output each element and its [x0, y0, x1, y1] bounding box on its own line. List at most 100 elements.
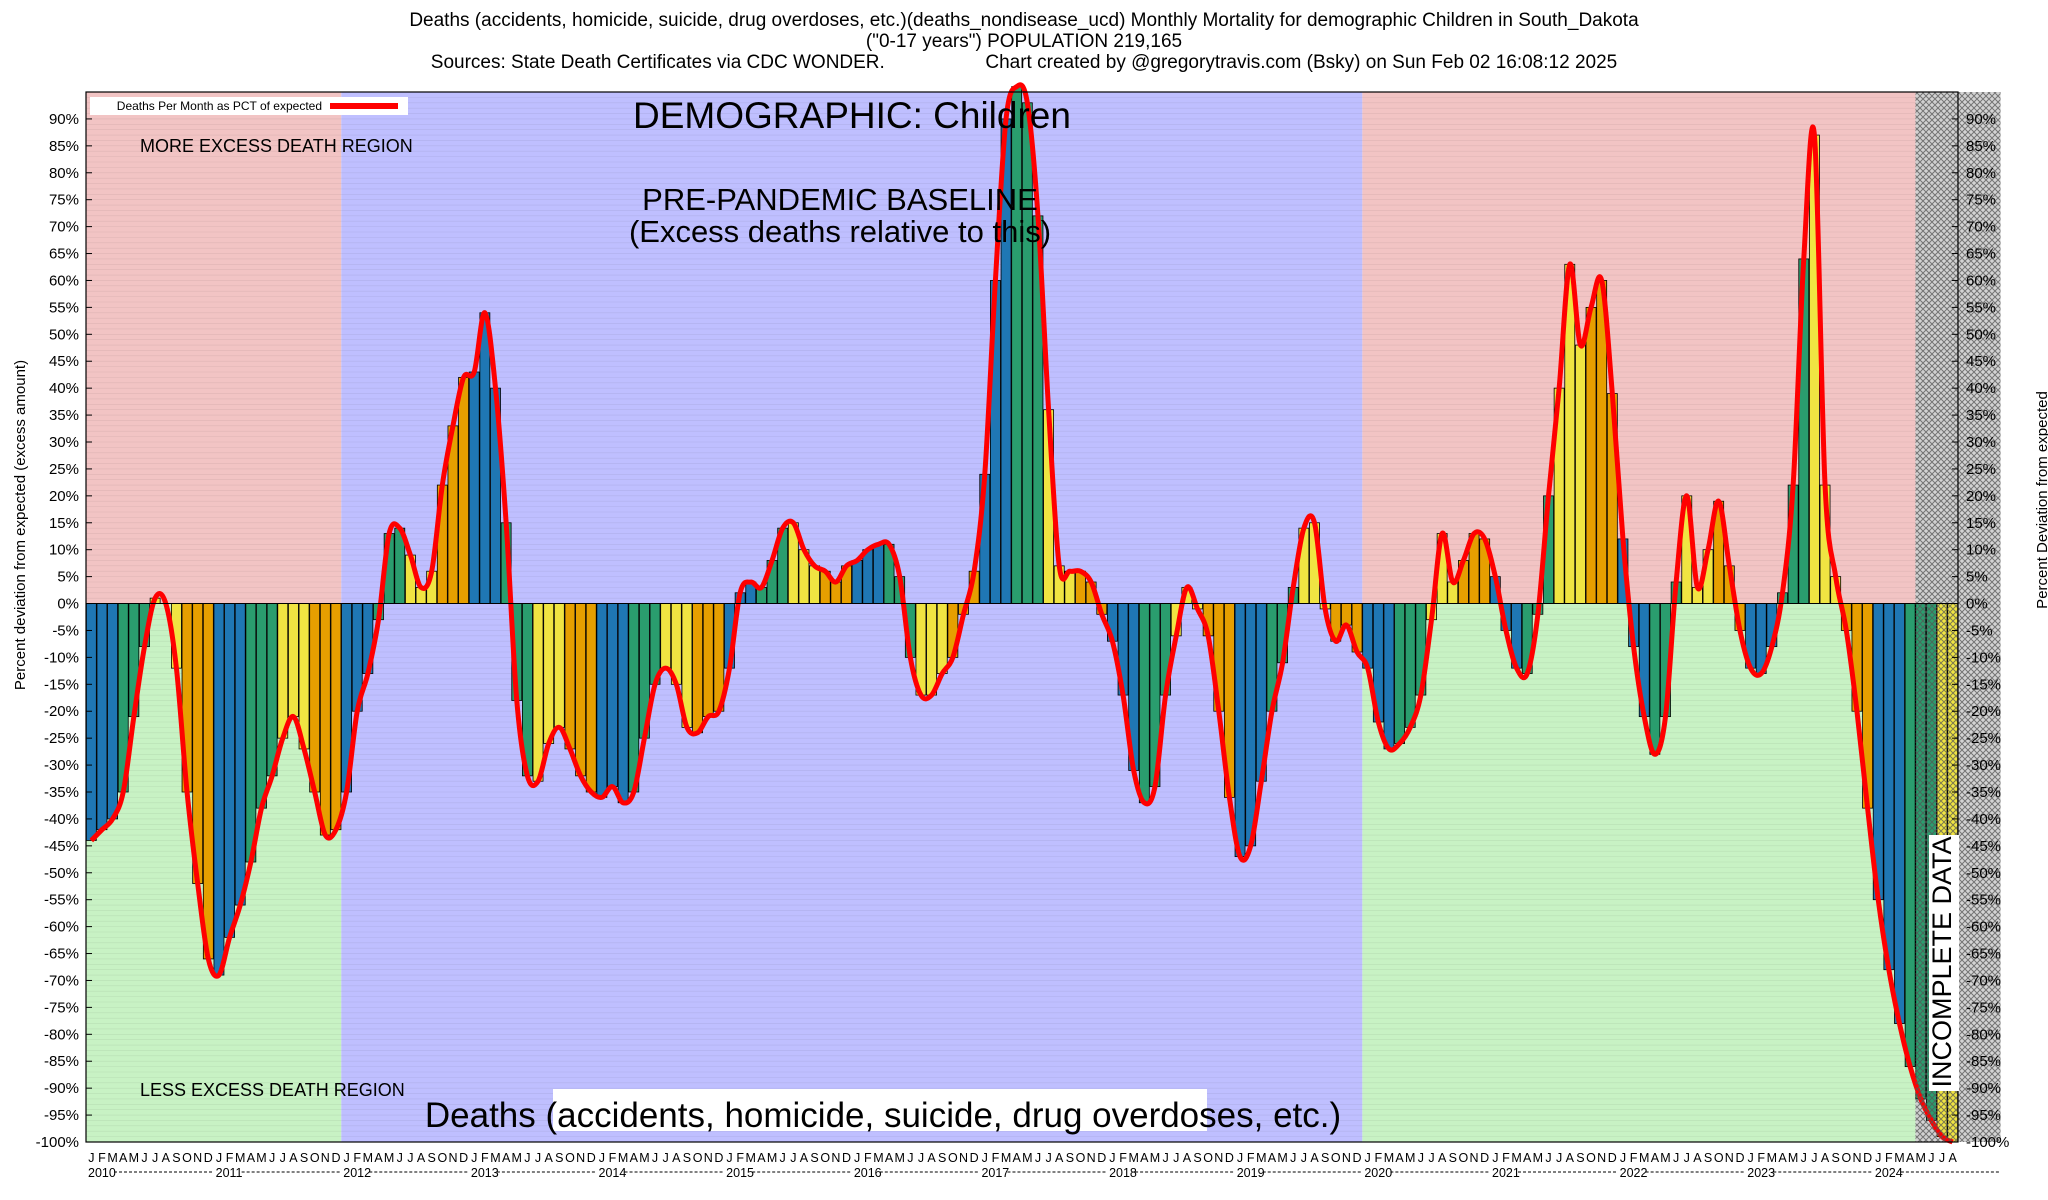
- x-tick-month: O: [820, 1151, 830, 1165]
- bar: [596, 603, 608, 798]
- y-tick-label-left: -80%: [44, 1026, 79, 1043]
- y-tick-label-right: 65%: [1966, 246, 1996, 263]
- x-tick-month: S: [683, 1151, 691, 1165]
- bar: [479, 312, 491, 604]
- y-tick-label-left: -15%: [44, 676, 79, 693]
- x-tick-month: M: [1894, 1151, 1904, 1165]
- x-tick-month: N: [704, 1151, 713, 1165]
- x-tick-month: J: [1684, 1151, 1690, 1165]
- x-tick-month: A: [1949, 1151, 1958, 1165]
- bar: [96, 603, 108, 831]
- x-tick-year: 2020: [1364, 1166, 1392, 1180]
- y-tick-label-left: 20%: [49, 488, 79, 505]
- x-tick-month: J: [1939, 1151, 1945, 1165]
- bar: [319, 603, 331, 836]
- x-tick-month: J: [1492, 1151, 1498, 1165]
- annotations: Deaths Per Month as PCT of expected DEMOG…: [90, 95, 1959, 1135]
- x-tick-month: D: [331, 1151, 340, 1165]
- y-tick-label-left: -25%: [44, 730, 79, 747]
- y-tick-label-right: 20%: [1966, 488, 1996, 505]
- y-tick-label-left: -45%: [44, 838, 79, 855]
- x-tick-month: J: [141, 1151, 147, 1165]
- x-tick-month: D: [1608, 1151, 1617, 1165]
- y-tick-label-right: -10%: [1966, 649, 2001, 666]
- x-tick-year: 2010: [88, 1166, 116, 1180]
- incomplete-label-box: [1929, 835, 1959, 1091]
- bar: [1394, 603, 1405, 744]
- x-tick-month: F: [1247, 1151, 1255, 1165]
- bar: [1649, 603, 1661, 755]
- x-tick-month: A: [800, 1151, 809, 1165]
- bar: [288, 603, 299, 718]
- bar: [458, 376, 469, 604]
- bar: [1447, 581, 1459, 604]
- x-tick-month: F: [864, 1151, 872, 1165]
- x-tick-year: 2022: [1620, 1166, 1648, 1180]
- bar: [809, 565, 820, 604]
- bar: [1894, 603, 1905, 1024]
- bar: [532, 603, 544, 782]
- bar: [1585, 306, 1597, 604]
- x-tick-month: O: [948, 1151, 958, 1165]
- x-tick-month: M: [1150, 1151, 1160, 1165]
- x-tick-month: J: [652, 1151, 658, 1165]
- x-tick-month: N: [1342, 1151, 1351, 1165]
- x-tick-month: S: [172, 1151, 180, 1165]
- y-tick-label-right: -65%: [1966, 946, 2001, 963]
- x-tick-month: J: [726, 1151, 732, 1165]
- annotation-less-excess: LESS EXCESS DEATH REGION: [140, 1080, 405, 1100]
- chart-source: Sources: State Death Certificates via CD…: [430, 52, 885, 73]
- x-tick-month: A: [374, 1151, 383, 1165]
- x-tick-month: A: [1566, 1151, 1575, 1165]
- y-tick-label-left: -95%: [44, 1107, 79, 1124]
- y-tick-label-left: -85%: [44, 1053, 79, 1070]
- x-tick-month: S: [938, 1151, 946, 1165]
- y-tick-label-right: -60%: [1966, 919, 2001, 936]
- x-tick-month: N: [321, 1151, 330, 1165]
- bar: [277, 603, 289, 739]
- y-tick-label-left: 50%: [49, 326, 79, 343]
- x-tick-month: A: [1310, 1151, 1319, 1165]
- bar: [1245, 603, 1257, 847]
- x-tick-month: O: [1331, 1151, 1341, 1165]
- bar: [575, 603, 586, 777]
- bar: [862, 549, 874, 604]
- y-tick-label-left: -60%: [44, 919, 79, 936]
- x-tick-month: A: [1523, 1151, 1532, 1165]
- x-tick-month: A: [1693, 1151, 1702, 1165]
- x-tick-month: M: [129, 1151, 139, 1165]
- x-tick-month: J: [1620, 1151, 1626, 1165]
- x-tick-month: D: [204, 1151, 213, 1165]
- x-tick-month: F: [992, 1151, 1000, 1165]
- x-tick-month: J: [343, 1151, 349, 1165]
- y-tick-label-right: 60%: [1966, 272, 1996, 289]
- x-tick-month: M: [767, 1151, 777, 1165]
- x-tick-month: J: [1045, 1151, 1051, 1165]
- x-tick-month: M: [746, 1151, 756, 1165]
- x-tick-month: J: [1673, 1151, 1679, 1165]
- x-tick-month: M: [1277, 1151, 1287, 1165]
- x-tick-month: J: [907, 1151, 913, 1165]
- y-tick-label-right: -5%: [1966, 622, 1993, 639]
- x-tick-month: A: [502, 1151, 511, 1165]
- x-tick-month: S: [1193, 1151, 1201, 1165]
- bar: [830, 581, 842, 604]
- chart-header: Deaths (accidents, homicide, suicide, dr…: [0, 10, 2048, 73]
- y-tick-label-right: -20%: [1966, 703, 2001, 720]
- y-tick-label-right: -55%: [1966, 892, 2001, 909]
- x-tick-month: N: [1852, 1151, 1861, 1165]
- y-tick-label-left: -5%: [52, 622, 79, 639]
- x-tick-month: M: [1022, 1151, 1032, 1165]
- x-tick-month: D: [459, 1151, 468, 1165]
- y-tick-label-left: 70%: [49, 219, 79, 236]
- x-tick-month: J: [152, 1151, 158, 1165]
- y-tick-label-left: 10%: [49, 542, 79, 559]
- x-tick-month: J: [1173, 1151, 1179, 1165]
- x-tick-month: J: [407, 1151, 413, 1165]
- x-tick-month: A: [1651, 1151, 1660, 1165]
- y-tick-label-left: 15%: [49, 515, 79, 532]
- x-tick-month: F: [1374, 1151, 1382, 1165]
- y-tick-label-right: 70%: [1966, 219, 1996, 236]
- legend-label: Deaths Per Month as PCT of expected: [117, 99, 322, 113]
